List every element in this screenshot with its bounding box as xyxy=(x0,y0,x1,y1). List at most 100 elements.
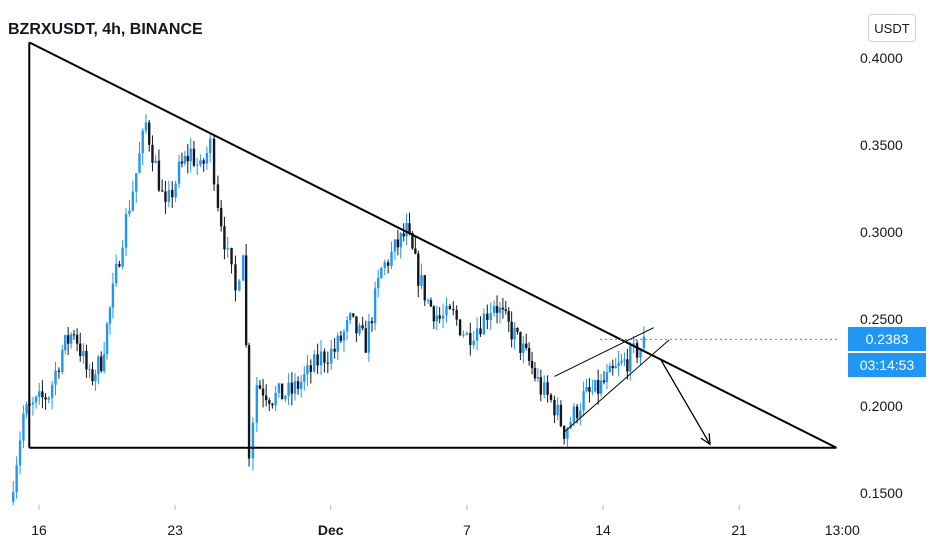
candle-body xyxy=(69,334,73,344)
candle-body xyxy=(57,370,61,372)
candle-body xyxy=(405,223,408,237)
candle-body xyxy=(313,354,316,372)
candle-body xyxy=(15,465,18,493)
chart-title: BZRXUSDT, 4h, BINANCE xyxy=(8,21,203,38)
rising-channel-lower-line xyxy=(563,339,670,433)
candle-body xyxy=(438,315,441,319)
currency-button[interactable]: USDT xyxy=(868,14,916,42)
candle-body xyxy=(131,191,135,211)
price-axis[interactable]: 0.4000 0.3500 0.3000 0.2500 0.2000 0.1500 xyxy=(838,0,932,510)
candle-body xyxy=(97,356,100,375)
candle-body xyxy=(402,233,405,237)
candle-body xyxy=(75,334,79,344)
candle-body xyxy=(533,368,537,379)
candle-body xyxy=(614,366,617,369)
candle-body xyxy=(530,360,534,369)
candle-body xyxy=(121,247,124,267)
candle-body xyxy=(12,492,15,502)
candle-body xyxy=(553,399,556,416)
candle-body xyxy=(287,382,290,396)
candle-body xyxy=(559,404,563,426)
candle-body xyxy=(642,336,646,349)
candle-body xyxy=(208,138,212,154)
candle-body xyxy=(108,307,112,324)
candle-body xyxy=(426,300,430,302)
candle-body xyxy=(482,313,486,335)
y-tick-label: 0.2000 xyxy=(860,398,903,414)
candle-body xyxy=(226,247,229,250)
candle-body xyxy=(72,334,76,336)
candle-body xyxy=(380,267,383,279)
candle-body xyxy=(94,374,97,382)
candle-body xyxy=(585,387,588,392)
candle-body xyxy=(549,394,553,400)
candle-body xyxy=(326,362,330,364)
candle-body xyxy=(151,144,154,163)
candle-body xyxy=(189,148,192,162)
candle-body xyxy=(594,380,597,392)
candle-body xyxy=(543,382,546,395)
candle-body xyxy=(111,283,115,308)
candle-body xyxy=(495,306,499,313)
candle-body xyxy=(268,400,271,404)
candle-body xyxy=(414,248,417,254)
candle-body xyxy=(242,255,245,281)
x-tick-label: Dec xyxy=(317,522,344,538)
candle-body xyxy=(195,164,199,166)
candle-body xyxy=(44,397,47,400)
candle-body xyxy=(54,370,57,385)
candle-body xyxy=(525,343,528,348)
candle-body xyxy=(85,350,88,370)
candle-body xyxy=(157,160,161,191)
candle-body xyxy=(386,262,390,266)
candle-body xyxy=(501,307,505,310)
candle-body xyxy=(219,207,223,227)
candle-body xyxy=(234,264,237,291)
candle-body xyxy=(183,156,187,164)
candle-body xyxy=(602,380,606,383)
candle-body xyxy=(432,306,436,322)
candle-body xyxy=(167,190,171,202)
candle-body xyxy=(358,325,361,334)
candle-body xyxy=(255,385,259,423)
candle-body xyxy=(38,391,41,397)
candle-body xyxy=(546,382,549,395)
candle-body xyxy=(180,161,184,164)
candle-body xyxy=(330,348,333,364)
candle-body xyxy=(475,328,479,341)
candle-body xyxy=(626,359,629,372)
candle-body xyxy=(230,247,233,265)
candle-body xyxy=(411,232,414,249)
candle-body xyxy=(591,391,594,393)
candle-body xyxy=(274,392,277,406)
candle-body xyxy=(258,385,262,389)
candle-body xyxy=(611,365,614,369)
candle-body xyxy=(479,328,482,335)
candle-body xyxy=(373,288,377,324)
candle-body xyxy=(429,300,433,307)
candle-body xyxy=(527,347,531,361)
candle-body xyxy=(396,239,400,248)
candle-body xyxy=(148,122,151,145)
candle-body xyxy=(47,397,50,400)
candle-body xyxy=(309,365,313,372)
candle-body xyxy=(192,148,196,166)
candle-body xyxy=(445,306,448,316)
candle-body xyxy=(492,306,496,313)
candle-body xyxy=(64,335,67,351)
x-tick-label: 16 xyxy=(31,522,47,538)
candle-body xyxy=(293,381,297,394)
candle-body xyxy=(423,275,426,301)
candle-body xyxy=(393,239,397,252)
candle-body xyxy=(199,160,202,165)
time-axis[interactable]: 16 23 Dec 7 14 21 13:00 xyxy=(0,510,860,550)
candle-body xyxy=(605,372,609,383)
triangle-upper-trendline xyxy=(28,41,837,449)
candle-body xyxy=(171,190,174,198)
candle-body xyxy=(82,350,85,357)
candle-body xyxy=(303,374,306,382)
candle-body xyxy=(61,350,64,372)
candle-body xyxy=(345,320,349,332)
price-chart[interactable] xyxy=(0,0,838,510)
candle-body xyxy=(582,391,585,411)
